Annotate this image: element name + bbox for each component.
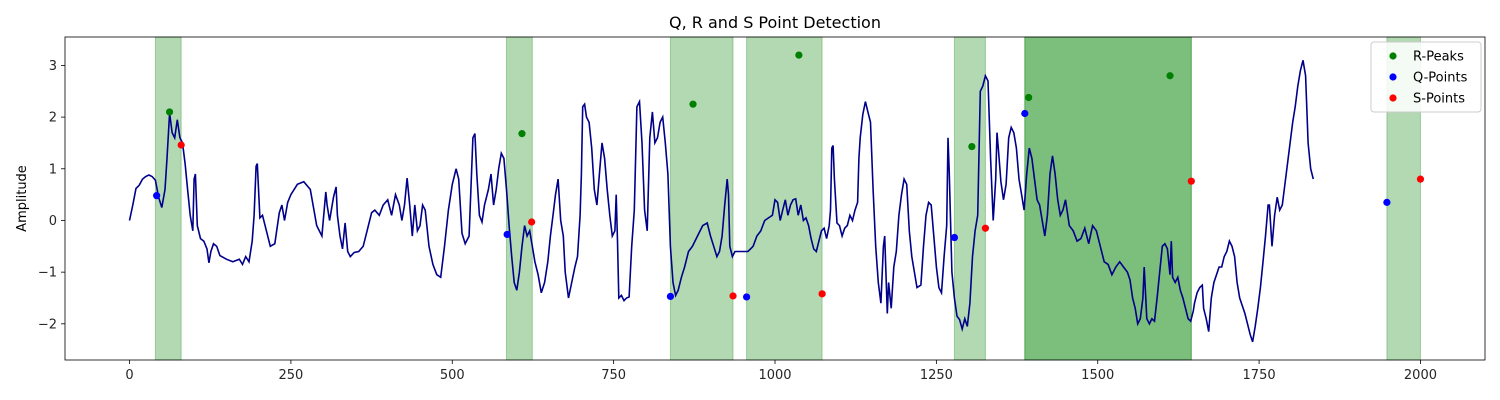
x-tick-label: 1000 <box>758 368 791 383</box>
r-peaks-marker <box>968 142 976 151</box>
q-points-marker <box>666 292 675 301</box>
q-points-marker <box>1021 109 1029 118</box>
q-points-marker <box>950 233 959 242</box>
y-tick-label: −1 <box>38 266 57 281</box>
s-points-marker <box>528 218 536 226</box>
x-tick-label: 0 <box>125 368 133 383</box>
shaded-regions <box>154 36 1421 361</box>
q-points-marker <box>503 230 511 239</box>
y-axis-label: Amplitude <box>15 165 30 232</box>
legend-r-peaks-swatch <box>1389 52 1397 60</box>
x-axis: 0 250 500 750 1000 1250 1500 1750 2000 <box>125 360 1437 383</box>
x-tick-label: 1500 <box>1081 368 1114 383</box>
x-tick-label: 2000 <box>1404 368 1437 383</box>
shaded-region-3 <box>746 36 823 361</box>
shaded-region-5 <box>1024 36 1192 361</box>
y-tick-label: 1 <box>49 162 57 177</box>
y-axis: −2 −1 0 1 2 3 <box>38 59 65 332</box>
r-peaks-marker <box>795 51 803 59</box>
shaded-region-2 <box>669 36 734 361</box>
legend-s-points-label: S-Points <box>1413 92 1465 107</box>
q-points-marker <box>1383 198 1391 206</box>
r-peaks-marker <box>165 108 174 116</box>
r-peaks-marker <box>518 130 526 138</box>
shaded-region-6 <box>1024 36 1192 361</box>
s-points-marker <box>729 292 737 300</box>
x-tick-label: 1250 <box>920 368 953 383</box>
shaded-region-1 <box>505 36 533 361</box>
legend: R-Peaks Q-Points S-Points <box>1370 41 1482 113</box>
q-points-marker <box>153 192 161 200</box>
s-points-marker <box>818 290 826 298</box>
chart-title: Q, R and S Point Detection <box>669 13 881 32</box>
x-tick-label: 750 <box>601 368 626 383</box>
y-tick-label: 0 <box>49 214 57 229</box>
legend-r-peaks-label: R-Peaks <box>1413 50 1464 65</box>
signal-line <box>128 60 1315 343</box>
s-points-marker <box>1187 177 1195 185</box>
legend-box <box>1370 41 1482 113</box>
shaded-region-4 <box>953 36 986 361</box>
s-points-marker <box>177 141 185 149</box>
y-tick-label: 2 <box>49 111 57 126</box>
s-points-marker <box>1416 175 1425 183</box>
legend-s-points-swatch <box>1389 94 1397 102</box>
y-tick-label: 3 <box>49 59 57 74</box>
q-points-marker <box>743 293 751 301</box>
markers <box>153 51 1425 301</box>
x-tick-label: 500 <box>440 368 465 383</box>
r-peaks-marker <box>1166 72 1174 80</box>
y-tick-label: −2 <box>38 317 57 332</box>
legend-q-points-swatch <box>1389 73 1397 81</box>
x-tick-label: 1750 <box>1243 368 1276 383</box>
r-peaks-marker <box>1025 93 1033 102</box>
s-points-marker <box>981 224 990 232</box>
legend-q-points-label: Q-Points <box>1413 71 1468 86</box>
x-tick-label: 250 <box>278 368 303 383</box>
r-peaks-marker <box>689 100 697 108</box>
